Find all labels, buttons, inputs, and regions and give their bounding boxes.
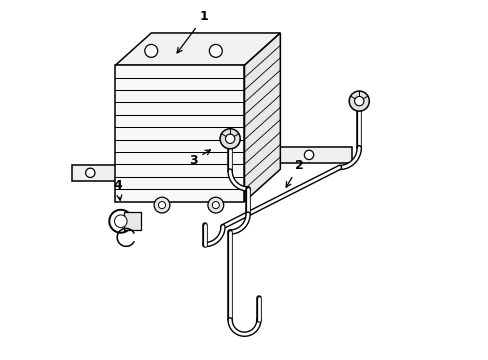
Polygon shape bbox=[115, 65, 244, 202]
Circle shape bbox=[114, 215, 127, 228]
Circle shape bbox=[209, 44, 222, 57]
Circle shape bbox=[212, 202, 219, 209]
Text: 2: 2 bbox=[285, 159, 303, 187]
Circle shape bbox=[158, 202, 165, 209]
Polygon shape bbox=[115, 33, 280, 65]
Circle shape bbox=[354, 96, 363, 106]
Text: 3: 3 bbox=[188, 150, 210, 167]
Circle shape bbox=[225, 134, 234, 143]
Circle shape bbox=[207, 197, 223, 213]
Polygon shape bbox=[72, 165, 137, 181]
Circle shape bbox=[348, 91, 368, 111]
Text: 1: 1 bbox=[177, 10, 208, 53]
FancyBboxPatch shape bbox=[124, 212, 140, 230]
Circle shape bbox=[144, 44, 158, 57]
Text: 4: 4 bbox=[113, 179, 122, 200]
Circle shape bbox=[154, 197, 169, 213]
Polygon shape bbox=[244, 147, 351, 163]
Circle shape bbox=[220, 129, 240, 149]
Circle shape bbox=[304, 150, 313, 159]
Circle shape bbox=[85, 168, 95, 177]
Polygon shape bbox=[244, 33, 280, 202]
